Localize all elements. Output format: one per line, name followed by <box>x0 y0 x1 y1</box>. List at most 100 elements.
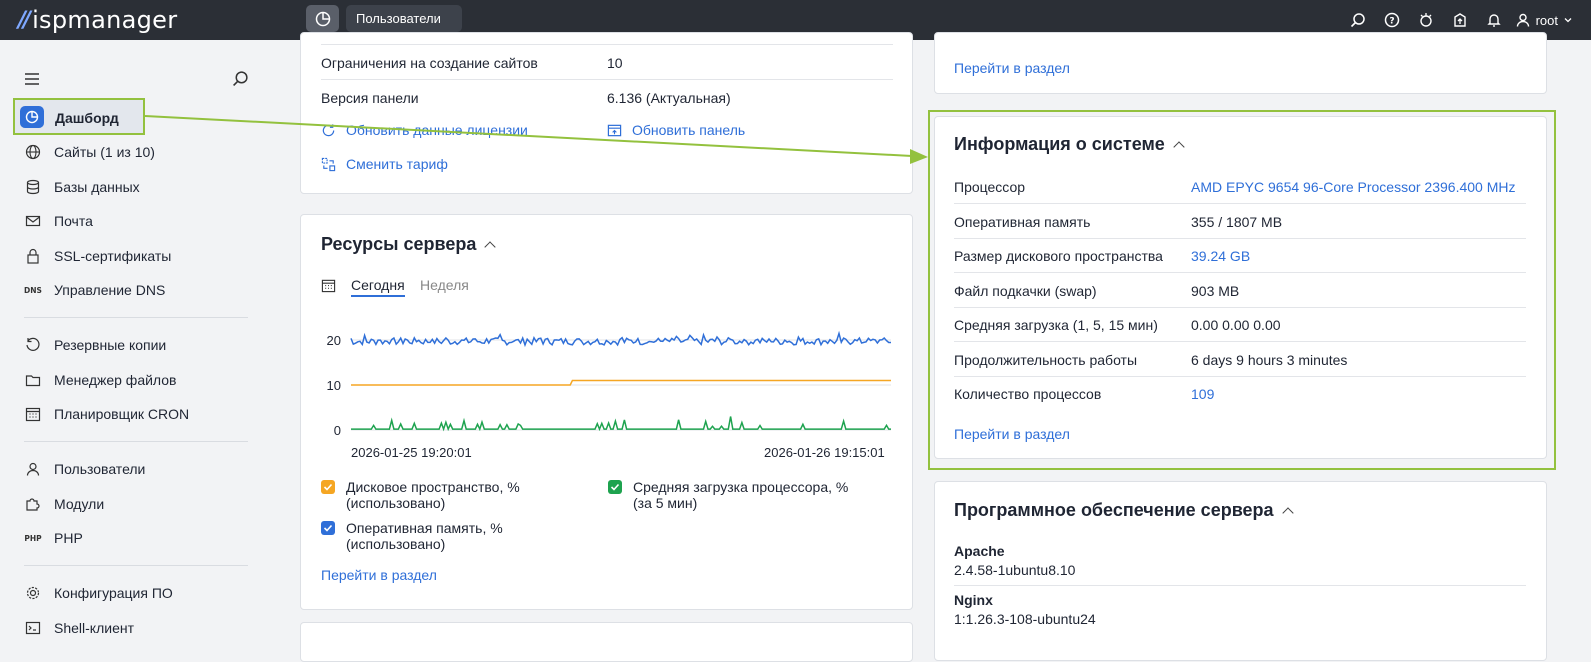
logo[interactable]: // ispmanager <box>18 0 177 40</box>
update-panel-link[interactable]: Обновить панель <box>607 122 745 138</box>
server-resources-card: Ресурсы сервера Сегодня Неделя 0 10 20 202… <box>300 214 913 610</box>
user-menu[interactable]: root <box>1515 12 1573 28</box>
server-resources-title[interactable]: Ресурсы сервера <box>321 234 497 255</box>
pie-chart-icon <box>315 11 330 26</box>
load-average-value: 0.00 0.00 0.00 <box>1191 317 1281 333</box>
sidebar-item-dashboard[interactable]: Дашборд <box>13 98 145 135</box>
license-sites-limit-label: Ограничения на создание сайтов <box>321 55 538 71</box>
sidebar-item-label: Почта <box>54 213 93 229</box>
license-card: Ограничения на создание сайтов 10 Версия… <box>300 32 913 194</box>
dashboard-shortcut-button[interactable] <box>306 5 339 32</box>
ram-label: Оперативная память <box>954 214 1091 230</box>
sidebar-item-label: Планировщик CRON <box>54 406 190 422</box>
sidebar: Дашборд Сайты (1 из 10) Базы данных Почт… <box>0 40 274 642</box>
folder-icon <box>24 371 42 389</box>
panel-version-label: Версия панели <box>321 90 419 106</box>
cpu-legend-label: Средняя загрузка процессора, % (за 5 мин… <box>633 479 849 511</box>
lock-icon <box>24 247 42 265</box>
sidebar-item-software-config[interactable]: Конфигурация ПО <box>24 580 173 606</box>
server-software-card: Программное обеспечение сервера Apache 2… <box>934 481 1547 661</box>
uptime-value: 6 days 9 hours 3 minutes <box>1191 352 1348 368</box>
ram-series-line <box>350 330 891 348</box>
sidebar-item-mail[interactable]: Почта <box>24 208 93 234</box>
logo-text: ispmanager <box>32 6 178 34</box>
update-license-link[interactable]: Обновить данные лицензии <box>321 122 528 138</box>
logo-mark-icon: // <box>18 7 31 33</box>
swap-value: 903 MB <box>1191 283 1240 299</box>
ram-legend-label: Оперативная память, % (использовано) <box>346 520 503 552</box>
bell-icon[interactable] <box>1477 0 1511 40</box>
sidebar-item-sites[interactable]: Сайты (1 из 10) <box>24 139 155 165</box>
chart-x-end-label: 2026-01-26 19:15:01 <box>764 445 885 460</box>
search-icon[interactable] <box>1341 0 1375 40</box>
top-right-goto-link[interactable]: Перейти в раздел <box>954 60 1070 76</box>
change-plan-label: Сменить тариф <box>346 156 448 172</box>
sidebar-item-ssl[interactable]: SSL-сертификаты <box>24 243 171 269</box>
ram-legend-checkbox[interactable] <box>321 521 335 535</box>
next-card <box>300 622 913 662</box>
chevron-up-icon <box>1173 141 1185 153</box>
resources-chart: 0 10 20 <box>327 330 891 438</box>
sidebar-item-users[interactable]: Пользователи <box>24 456 145 482</box>
software-version: 2.4.58-1ubuntu8.10 <box>954 562 1076 578</box>
server-software-title[interactable]: Программное обеспечение сервера <box>954 500 1294 521</box>
panel-version-value: 6.136 (Актуальная) <box>607 90 731 106</box>
user-icon <box>1516 13 1529 27</box>
calendar-icon <box>24 405 42 423</box>
sidebar-item-shell[interactable]: Shell-клиент <box>24 615 134 641</box>
chevron-up-icon <box>1281 507 1294 519</box>
calendar-icon[interactable] <box>321 278 336 293</box>
system-info-card: Информация о системе Процессор AMD EPYC … <box>934 116 1547 459</box>
menu-icon[interactable] <box>24 72 40 86</box>
chevron-up-icon <box>484 241 497 253</box>
resources-goto-link[interactable]: Перейти в раздел <box>321 567 437 583</box>
sidebar-item-label: Shell-клиент <box>54 620 134 636</box>
help-icon[interactable]: ? <box>1375 0 1409 40</box>
sidebar-item-databases[interactable]: Базы данных <box>24 174 140 200</box>
card-title-text: Информация о системе <box>954 134 1165 154</box>
sidebar-item-file-manager[interactable]: Менеджер файлов <box>24 367 177 393</box>
sidebar-item-php[interactable]: PHP PHP <box>24 525 83 551</box>
update-panel-label: Обновить панель <box>632 122 746 138</box>
card-title-text: Ресурсы сервера <box>321 234 477 254</box>
disk-legend-checkbox[interactable] <box>321 480 335 494</box>
sidebar-item-label: PHP <box>54 530 83 546</box>
processes-value-link[interactable]: 109 <box>1191 386 1215 402</box>
tab-today[interactable]: Сегодня <box>351 277 405 297</box>
database-icon <box>24 178 42 196</box>
sidebar-item-modules[interactable]: Модули <box>24 491 104 517</box>
sidebar-item-label: Менеджер файлов <box>54 372 177 388</box>
update-icon[interactable] <box>1443 0 1477 40</box>
sidebar-item-cron[interactable]: Планировщик CRON <box>24 401 189 427</box>
theme-icon[interactable] <box>1409 0 1443 40</box>
disk-legend-label: Дисковое пространство, % (использовано) <box>346 479 520 511</box>
card-title-text: Программное обеспечение сервера <box>954 500 1274 520</box>
user-name: root <box>1535 12 1558 28</box>
disk-series-line <box>351 379 891 386</box>
cpu-legend-checkbox[interactable] <box>608 480 622 494</box>
dns-icon: DNS <box>24 281 42 299</box>
sidebar-item-label: Сайты (1 из 10) <box>54 144 155 160</box>
sidebar-item-label: SSL-сертификаты <box>54 248 172 264</box>
sidebar-item-backups[interactable]: Резервные копии <box>24 332 166 358</box>
software-name: Apache <box>954 543 1005 559</box>
sidebar-item-label: Базы данных <box>54 179 140 195</box>
sidebar-item-label: Управление DNS <box>54 282 166 298</box>
change-plan-link[interactable]: Сменить тариф <box>321 156 448 172</box>
tab-week[interactable]: Неделя <box>420 277 469 293</box>
cpu-value-link[interactable]: AMD EPYC 9654 96-Core Processor 2396.400… <box>1191 179 1516 195</box>
top-right-card: Перейти в раздел <box>934 32 1547 94</box>
processes-label: Количество процессов <box>954 386 1102 402</box>
system-info-goto-link[interactable]: Перейти в раздел <box>954 426 1070 442</box>
refresh-icon <box>322 123 335 136</box>
sidebar-item-dns[interactable]: DNS Управление DNS <box>24 277 165 303</box>
tab-users[interactable]: Пользователи <box>346 5 462 32</box>
chevron-down-icon <box>1564 18 1572 23</box>
disk-size-value-link[interactable]: 39.24 GB <box>1191 248 1251 264</box>
terminal-icon <box>24 619 42 637</box>
search-icon[interactable] <box>232 70 249 87</box>
swap-label: Файл подкачки (swap) <box>954 283 1097 299</box>
sidebar-item-label: Модули <box>54 496 105 512</box>
system-info-title[interactable]: Информация о системе <box>954 134 1185 155</box>
uptime-label: Продолжительность работы <box>954 352 1138 368</box>
